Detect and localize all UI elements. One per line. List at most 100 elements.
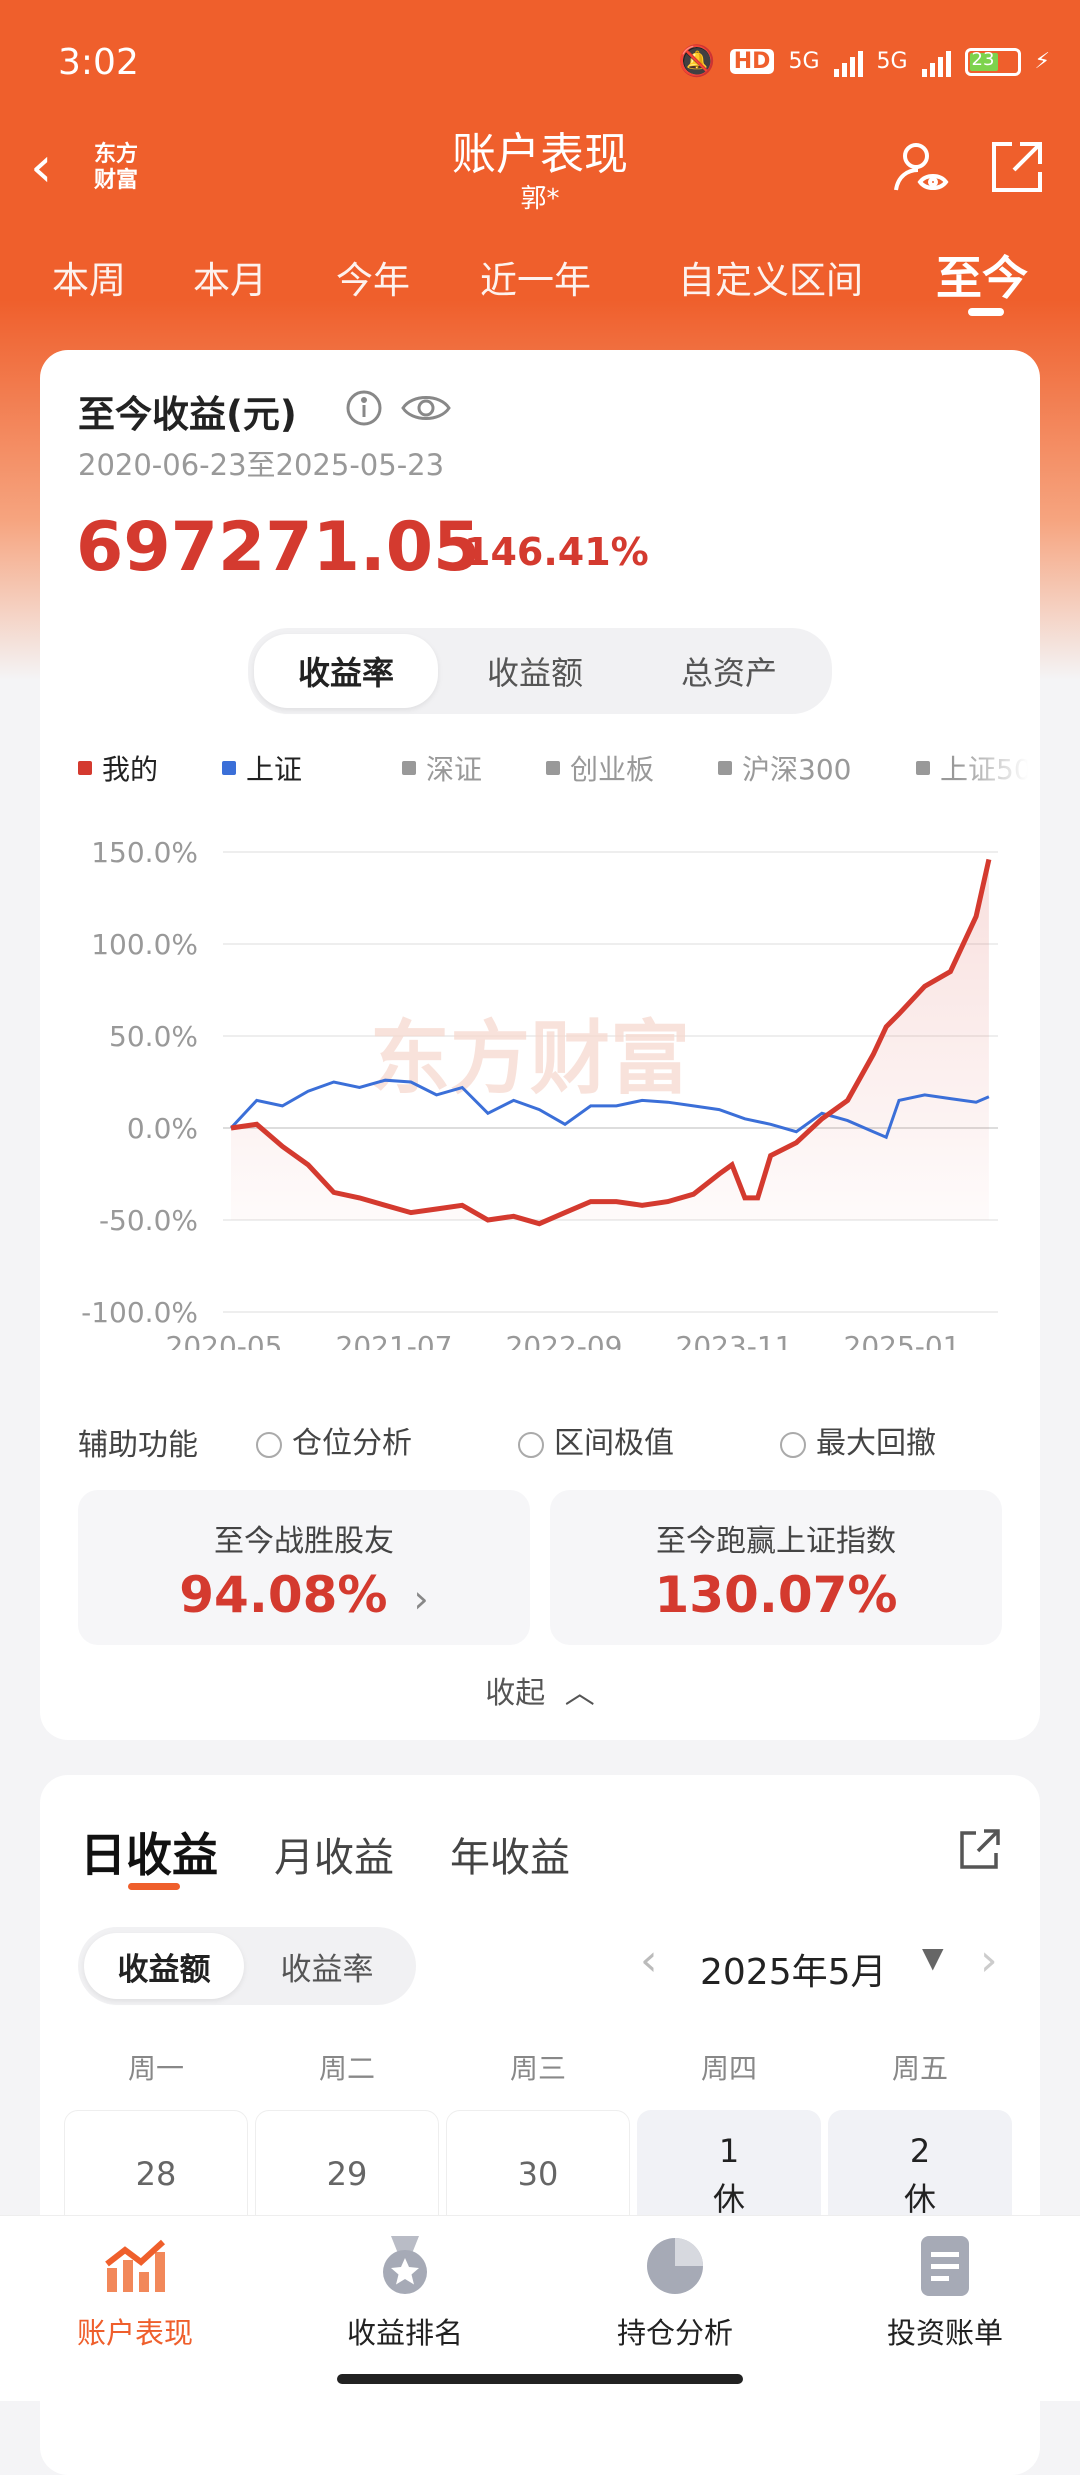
legend-swatch — [402, 761, 416, 775]
user-view-icon[interactable] — [890, 138, 950, 211]
legend-csi300[interactable]: 沪深300 — [718, 748, 851, 788]
weekday-wed: 周三 — [509, 2052, 566, 2085]
home-indicator — [337, 2374, 743, 2384]
nav-label: 投资账单 — [886, 2316, 1003, 2350]
status-bar: 3:02 🔕 HD 5G 5G 23 ⚡ — [0, 0, 1080, 120]
segment-profit-amount[interactable]: 收益额 — [486, 654, 583, 692]
weekday-tue: 周二 — [318, 2052, 375, 2085]
legend-label: 上证 — [246, 753, 303, 786]
legend-mine[interactable]: 我的 — [78, 748, 158, 788]
calendar-day[interactable]: 30 — [446, 2110, 630, 2230]
page-title: 账户表现 — [452, 129, 628, 180]
app-header: ‹ 东方 财富 账户表现 郭* — [0, 110, 1080, 220]
battery-icon: 23 — [964, 47, 1021, 76]
option-max-drawdown[interactable]: 最大回撤 — [780, 1418, 936, 1462]
chevron-up-icon: ︿ — [564, 1676, 595, 1711]
day-number: 28 — [135, 2155, 177, 2193]
month-label[interactable]: 2025年5月 — [700, 1952, 887, 1993]
y-tick-label: 100.0% — [91, 928, 198, 961]
chart-legend: 我的 上证 深证 创业板 沪深300 上证50 — [78, 748, 1028, 798]
calendar-day[interactable]: 28 — [64, 2110, 248, 2230]
stat-value: 94.08% — [179, 1566, 388, 1624]
stat-label: 至今跑赢上证指数 — [656, 1524, 896, 1559]
series-mine-area — [231, 859, 989, 1224]
prev-month-icon[interactable]: ‹ — [640, 1935, 658, 1986]
y-tick-label: -100.0% — [81, 1296, 198, 1329]
tab-custom-range[interactable]: 自定义区间 — [678, 259, 863, 302]
series-shanghai-line — [229, 1078, 990, 1140]
nav-account-performance[interactable]: 账户表现 — [0, 2216, 270, 2401]
stat-value-row: 94.08% › — [78, 1566, 530, 1624]
stat-label: 至今战胜股友 — [214, 1524, 394, 1559]
x-tick-label: 2022-09 — [506, 1330, 623, 1350]
series-mine-line — [230, 858, 992, 1227]
return-chart[interactable]: 东方财富 150.0%100.0%50.0%0.0%-50.0%-100.0% … — [40, 810, 1040, 1350]
legend-swatch — [222, 761, 236, 775]
weekday-fri: 周五 — [891, 2052, 948, 2085]
network-5g-label-2: 5G — [876, 49, 908, 74]
aux-label: 辅助功能 — [78, 1428, 198, 1463]
legend-label: 深证 — [426, 753, 483, 786]
legend-shanghai[interactable]: 上证 — [222, 748, 302, 788]
pie-icon — [643, 2234, 707, 2298]
share-icon[interactable] — [988, 138, 1046, 209]
segment-return-rate[interactable]: 收益率 — [254, 634, 438, 708]
segment-daily-amount[interactable]: 收益额 — [84, 1933, 244, 1999]
calendar-day[interactable]: 29 — [255, 2110, 439, 2230]
export-icon[interactable] — [956, 1825, 1004, 1877]
status-icons: 🔕 HD 5G 5G 23 ⚡ — [678, 44, 1050, 79]
chevron-right-icon: › — [413, 1577, 429, 1621]
beat-peers-stat[interactable]: 至今战胜股友 94.08% › — [78, 1490, 530, 1645]
status-time: 3:02 — [58, 42, 139, 83]
nav-profit-ranking[interactable]: 收益排名 — [270, 2216, 540, 2401]
option-position-analysis[interactable]: 仓位分析 — [256, 1418, 412, 1462]
info-icon[interactable] — [344, 388, 384, 432]
summary-title: 至今收益(元) — [78, 393, 297, 436]
option-range-extremes[interactable]: 区间极值 — [518, 1418, 674, 1462]
tab-this-month[interactable]: 本月 — [193, 259, 267, 302]
tab-this-year[interactable]: 今年 — [336, 259, 410, 302]
segment-total-assets[interactable]: 总资产 — [680, 654, 777, 692]
day-number: 2 — [909, 2132, 931, 2170]
back-icon[interactable]: ‹ — [30, 135, 53, 200]
y-tick-label: -50.0% — [99, 1204, 198, 1237]
summary-card: 至今收益(元) 2020-06-23至2025-05-23 697271.05 … — [40, 350, 1040, 1740]
weekday-thu: 周四 — [700, 2052, 757, 2085]
signal-icon-2 — [921, 47, 951, 77]
nav-label: 收益排名 — [346, 2316, 463, 2350]
tab-to-date[interactable]: 至今 — [936, 251, 1028, 305]
total-profit-rate: 146.41% — [464, 530, 649, 574]
tab-yearly[interactable]: 年收益 — [450, 1835, 570, 1881]
tab-last-year[interactable]: 近一年 — [480, 259, 591, 302]
option-label: 仓位分析 — [292, 1426, 412, 1461]
tab-monthly[interactable]: 月收益 — [274, 1835, 394, 1881]
nav-investment-bill[interactable]: 投资账单 — [810, 2216, 1080, 2401]
eye-icon[interactable] — [400, 388, 452, 432]
legend-shenzhen[interactable]: 深证 — [402, 748, 482, 788]
legend-label: 我的 — [102, 753, 159, 786]
legend-label: 创业板 — [570, 753, 655, 786]
month-dropdown-icon[interactable]: ▼ — [922, 1941, 944, 1974]
collapse-button[interactable]: 收起 ︿ — [40, 1668, 1040, 1712]
legend-chinext[interactable]: 创业板 — [546, 748, 654, 788]
collapse-label: 收起 — [485, 1676, 546, 1711]
battery-level: 23 — [971, 48, 995, 70]
tab-underline — [968, 308, 1004, 316]
tab-this-week[interactable]: 本周 — [52, 259, 126, 302]
tab-daily[interactable]: 日收益 — [80, 1828, 218, 1882]
nav-holding-analysis[interactable]: 持仓分析 — [540, 2216, 810, 2401]
day-number: 30 — [517, 2155, 559, 2193]
option-label: 区间极值 — [554, 1426, 674, 1461]
date-range: 2020-06-23至2025-05-23 — [78, 448, 445, 482]
next-month-icon[interactable]: › — [980, 1935, 998, 1986]
segment-daily-rate[interactable]: 收益率 — [280, 1951, 374, 1988]
nav-label: 账户表现 — [76, 2316, 193, 2350]
mute-bell-icon: 🔕 — [678, 44, 716, 79]
logo-line-2: 财富 — [93, 168, 138, 193]
option-label: 最大回撤 — [816, 1426, 936, 1461]
day-number: 1 — [718, 2132, 740, 2170]
legend-swatch — [916, 761, 930, 775]
account-name: 郭* — [520, 184, 560, 214]
